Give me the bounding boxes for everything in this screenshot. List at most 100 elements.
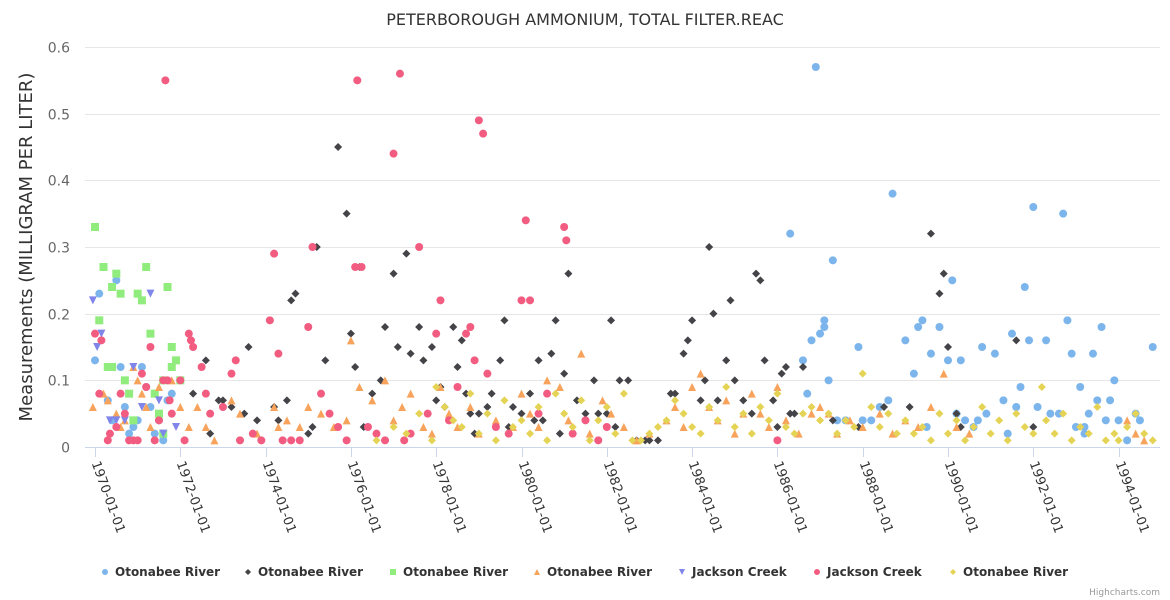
data-point [820,323,829,331]
data-point [282,396,291,405]
data-point [884,409,893,418]
data-point [95,389,104,398]
data-point [739,396,748,405]
data-point [274,423,283,431]
data-point [781,363,790,371]
data-point [436,383,445,391]
data-point [696,396,705,405]
data-point [555,429,564,438]
data-point [875,423,884,431]
data-point [265,316,274,325]
legend-item[interactable]: Otonabee River [245,565,363,579]
data-point [816,416,825,425]
data-point [474,116,483,125]
legend-item[interactable]: Jackson Creek [679,565,788,579]
data-point [150,389,159,398]
data-point [816,403,825,411]
data-point [713,416,722,425]
data-point [641,436,650,445]
data-point [474,409,483,418]
data-point [342,209,351,218]
data-point [722,356,731,365]
data-point [952,416,961,425]
data-point [935,289,944,298]
data-point [948,276,957,285]
legend-item[interactable]: Jackson Creek [814,565,923,579]
data-point [491,436,500,445]
data-point [406,429,415,438]
data-point [858,416,867,425]
y-gridlines [85,47,1160,381]
data-point [769,396,778,405]
data-point [773,423,782,431]
data-point [146,343,155,351]
data-point [594,409,603,418]
data-point [112,423,121,431]
data-point [577,396,586,405]
data-point [1042,416,1051,425]
data-point [444,416,453,425]
data-point [666,389,675,398]
data-point [150,429,159,438]
data-point [562,236,571,245]
data-point [236,409,245,418]
legend-label: Otonabee River [547,565,652,579]
data-point [786,229,795,238]
data-point [368,389,377,398]
data-point [287,296,296,305]
data-point [1071,423,1080,431]
data-point [1025,336,1034,345]
data-point [504,423,513,431]
data-point [1037,383,1046,391]
credits-link[interactable]: Highcharts.com [1089,588,1160,598]
data-point [841,416,850,425]
data-point [543,389,552,398]
data-point [726,296,735,305]
data-point [820,316,829,325]
data-point [112,276,121,285]
data-point [278,436,287,445]
legend-item[interactable]: Otonabee River [390,565,508,579]
data-point [146,329,155,338]
data-point [398,403,407,411]
data-point [752,269,761,278]
data-point [1093,403,1102,411]
data-point [165,396,174,405]
legend-item[interactable]: Otonabee River [102,565,220,579]
data-point [218,396,227,405]
data-point [88,403,97,411]
data-point [91,223,99,231]
series-4 [88,289,181,438]
data-point [679,423,688,431]
data-point [189,389,198,398]
data-point [201,389,210,398]
data-point [858,423,867,431]
legend-marker-icon [814,569,820,575]
data-point [206,429,215,438]
data-point [154,396,163,405]
data-point [781,416,790,425]
data-point [585,436,594,445]
data-point [850,423,859,431]
data-point [517,389,526,398]
data-point [526,296,535,305]
data-point [1076,423,1085,431]
data-point [270,403,279,411]
data-point [466,323,475,331]
data-point [436,296,445,305]
plot-points [88,63,1157,445]
data-point [180,436,189,445]
data-point [449,416,458,425]
legend-item[interactable]: Otonabee River [534,565,652,579]
data-point [577,349,586,358]
legend-item[interactable]: Otonabee River [950,565,1068,579]
data-point [1012,336,1021,345]
data-point [432,383,441,391]
data-point [1059,409,1068,418]
series-5 [91,69,782,445]
data-point [257,436,266,445]
data-point [1131,409,1140,418]
data-point [615,376,624,385]
data-point [828,416,837,425]
